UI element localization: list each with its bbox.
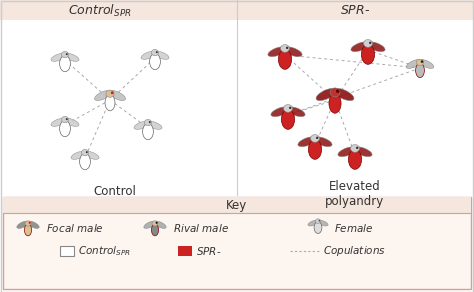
Text: $\mathit{Copulations}$: $\mathit{Copulations}$ [323,244,386,258]
Ellipse shape [25,221,31,226]
Ellipse shape [313,137,332,147]
Ellipse shape [330,88,340,97]
Ellipse shape [353,147,372,157]
Ellipse shape [155,222,158,224]
Ellipse shape [66,53,68,55]
Ellipse shape [329,93,341,113]
Ellipse shape [151,224,159,236]
Ellipse shape [156,51,158,53]
Ellipse shape [80,154,91,170]
Ellipse shape [17,221,29,228]
Ellipse shape [154,51,169,59]
Ellipse shape [62,117,69,123]
Ellipse shape [111,91,114,94]
Ellipse shape [419,60,434,68]
Ellipse shape [66,118,68,120]
Ellipse shape [316,137,319,139]
Bar [60,246,74,256]
Ellipse shape [60,55,71,72]
Ellipse shape [286,47,288,49]
Ellipse shape [271,107,290,117]
Ellipse shape [289,107,292,109]
Bar [0,20,474,195]
Ellipse shape [282,110,295,129]
Ellipse shape [308,220,319,226]
Text: Key: Key [227,199,247,213]
Ellipse shape [336,89,339,93]
Ellipse shape [369,42,372,44]
Ellipse shape [356,147,358,149]
Ellipse shape [351,42,370,52]
Ellipse shape [143,124,154,140]
Ellipse shape [268,47,287,57]
Ellipse shape [406,60,421,68]
Ellipse shape [94,91,111,100]
Text: $\mathit{SPR}$-: $\mathit{SPR}$- [196,245,221,257]
Ellipse shape [278,50,292,69]
Ellipse shape [62,51,69,58]
Ellipse shape [348,150,362,169]
Ellipse shape [134,121,149,129]
Ellipse shape [109,91,126,100]
Ellipse shape [286,107,305,117]
Ellipse shape [154,221,166,228]
Ellipse shape [105,95,115,111]
Text: $\mathit{Focal\ male}$: $\mathit{Focal\ male}$ [46,222,104,234]
Ellipse shape [283,47,302,57]
Ellipse shape [319,220,320,222]
Ellipse shape [141,51,156,59]
Ellipse shape [86,151,88,153]
Ellipse shape [316,88,337,101]
Ellipse shape [64,118,79,126]
Ellipse shape [146,121,162,129]
Bar [3,197,471,213]
Ellipse shape [314,222,322,233]
Ellipse shape [149,121,151,123]
Bar [178,246,192,256]
Ellipse shape [309,140,321,159]
Ellipse shape [338,147,357,157]
Ellipse shape [150,53,160,70]
Ellipse shape [366,42,385,52]
Ellipse shape [315,219,320,223]
Text: $\mathit{Female}$: $\mathit{Female}$ [334,222,374,234]
Ellipse shape [298,137,317,147]
Text: Elevated
polyandry: Elevated polyandry [325,180,384,208]
Ellipse shape [283,105,292,112]
Ellipse shape [334,88,354,101]
Text: $\mathit{SPR}$-: $\mathit{SPR}$- [340,4,370,18]
Text: Control: Control [93,185,137,198]
Bar [3,197,471,289]
Ellipse shape [51,118,66,126]
Ellipse shape [421,60,423,63]
Ellipse shape [28,222,31,224]
Text: $\mathit{Rival\ male}$: $\mathit{Rival\ male}$ [173,222,229,234]
Bar [0,0,474,20]
Ellipse shape [152,221,158,226]
Ellipse shape [83,151,99,159]
Ellipse shape [145,119,152,126]
Ellipse shape [144,221,156,228]
Text: $\mathit{Control}_{SPR}$: $\mathit{Control}_{SPR}$ [68,3,132,19]
Ellipse shape [351,145,359,152]
Ellipse shape [25,224,32,236]
Ellipse shape [310,135,319,142]
Text: $\mathit{Control}_{SPR}$: $\mathit{Control}_{SPR}$ [78,244,131,258]
Ellipse shape [51,53,66,61]
Ellipse shape [64,53,79,61]
Ellipse shape [361,44,374,64]
Ellipse shape [364,39,373,47]
Ellipse shape [82,150,89,156]
Ellipse shape [151,49,159,56]
Ellipse shape [60,121,71,137]
Ellipse shape [317,220,328,226]
Ellipse shape [106,90,114,97]
Ellipse shape [27,221,39,228]
Ellipse shape [281,45,290,52]
Ellipse shape [416,59,424,66]
Ellipse shape [416,63,424,78]
Ellipse shape [71,151,86,159]
